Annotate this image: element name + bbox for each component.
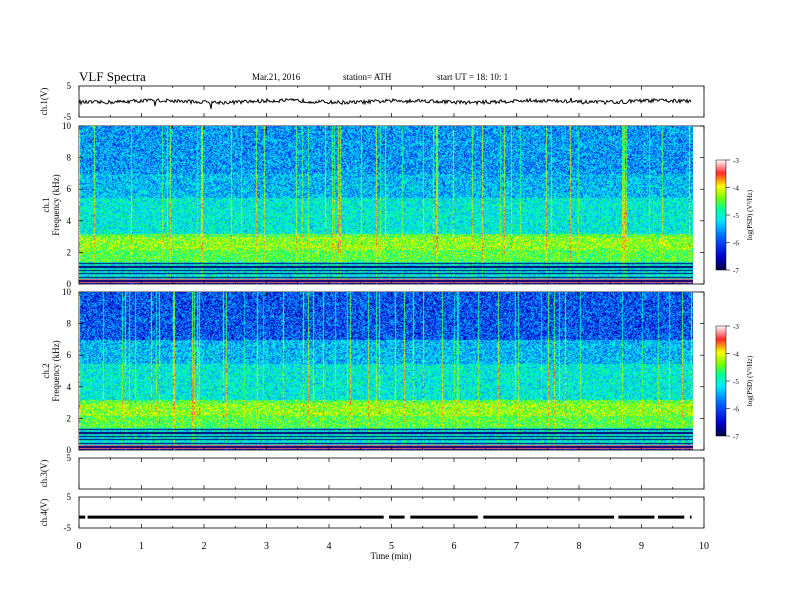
x-tick-label: 1 xyxy=(139,541,144,552)
ch3-waveform-ylabel: ch.3(V) xyxy=(39,460,49,488)
ch1-spectrogram-colorbar-tick-label: -5 xyxy=(733,212,739,220)
date-label: Mar.21, 2016 xyxy=(252,72,301,82)
ch2-spectrogram-colorbar-label: log(PSD) (V²/Hz) xyxy=(746,355,754,406)
ch2-spectrogram-y-tick-label: 8 xyxy=(67,319,72,329)
ch1-spectrogram-colorbar-tick-label: -7 xyxy=(733,267,739,275)
x-tick-label: 8 xyxy=(577,541,582,552)
ch4-waveform-frame xyxy=(78,496,705,529)
ch3-waveform-frame xyxy=(78,457,705,490)
x-tick-label: 5 xyxy=(389,541,394,552)
ch4-waveform-ylabel: ch.4(V) xyxy=(39,499,49,527)
station-label: station= ATH xyxy=(343,72,392,82)
ch4-waveform-y-tick-label: -5 xyxy=(64,523,72,533)
x-tick-label: 10 xyxy=(699,541,709,552)
ch2-spectrogram-colorbar-tick-label: -4 xyxy=(733,351,739,359)
ch2-spectrogram-ylabel-channel: ch.2 xyxy=(41,363,51,378)
ch2-spectrogram-y-tick-label: 10 xyxy=(62,287,72,297)
ch1-waveform-y-tick-label: -5 xyxy=(64,112,72,122)
ch2-spectrogram-y-tick-label: 4 xyxy=(67,382,72,392)
ch1-spectrogram-ylabel-channel: ch.1 xyxy=(41,197,51,212)
ch3-waveform-y-tick-label: 5 xyxy=(67,453,72,463)
ch1-spectrogram-colorbar-label: log(PSD) (V²/Hz) xyxy=(746,189,754,240)
ch1-spectrogram-y-tick-label: 2 xyxy=(67,247,72,257)
x-tick-label: 0 xyxy=(77,541,82,552)
ch2-spectrogram-colorbar-tick-label: -3 xyxy=(733,323,739,331)
ch1-waveform-ylabel: ch.1(V) xyxy=(39,88,49,116)
ch1-spectrogram-image xyxy=(79,126,693,284)
ch1-spectrogram-y-tick-label: 6 xyxy=(67,184,72,194)
ch1-spectrogram-ylabel-frequency: Frequency (kHz) xyxy=(51,174,61,235)
ch2-spectrogram-y-tick-label: 2 xyxy=(67,413,72,423)
x-tick-label: 4 xyxy=(327,541,332,552)
start-time-label: start UT = 18: 10: 1 xyxy=(437,72,509,82)
x-tick-label: 6 xyxy=(452,541,457,552)
ch1-spectrogram-colorbar-tick-label: -6 xyxy=(733,240,739,248)
ch2-spectrogram-ylabel-frequency: Frequency (kHz) xyxy=(51,340,61,401)
ch1-spectrogram-y-tick-label: 4 xyxy=(67,216,72,226)
ch1-spectrogram-y-tick-label: 10 xyxy=(62,121,72,131)
ch1-colorbar xyxy=(715,159,727,271)
ch2-spectrogram-y-tick-label: 6 xyxy=(67,350,72,360)
ch1-spectrogram-colorbar-tick-label: -4 xyxy=(733,185,739,193)
ch2-spectrogram-image xyxy=(79,292,693,450)
ch1-waveform-y-tick-label: 5 xyxy=(67,81,72,91)
ch4-waveform-y-tick-label: 5 xyxy=(67,492,72,502)
x-tick-label: 3 xyxy=(264,541,269,552)
x-tick-label: 9 xyxy=(639,541,644,552)
x-axis-label: Time (min) xyxy=(371,551,412,561)
ch2-colorbar xyxy=(715,325,727,437)
x-tick-label: 2 xyxy=(202,541,207,552)
ch1-trace xyxy=(78,97,692,109)
ch2-spectrogram-colorbar-tick-label: -6 xyxy=(733,406,739,414)
x-tick-label: 7 xyxy=(514,541,519,552)
ch1-spectrogram-colorbar-tick-label: -3 xyxy=(733,157,739,165)
ch1-spectrogram-y-tick-label: 0 xyxy=(67,279,72,289)
chart-title: VLF Spectra xyxy=(79,69,146,84)
ch2-spectrogram-y-tick-label: 0 xyxy=(67,445,72,455)
ch2-spectrogram-colorbar-tick-label: -5 xyxy=(733,378,739,386)
ch1-spectrogram-y-tick-label: 8 xyxy=(67,153,72,163)
ch2-spectrogram-colorbar-tick-label: -7 xyxy=(733,433,739,441)
